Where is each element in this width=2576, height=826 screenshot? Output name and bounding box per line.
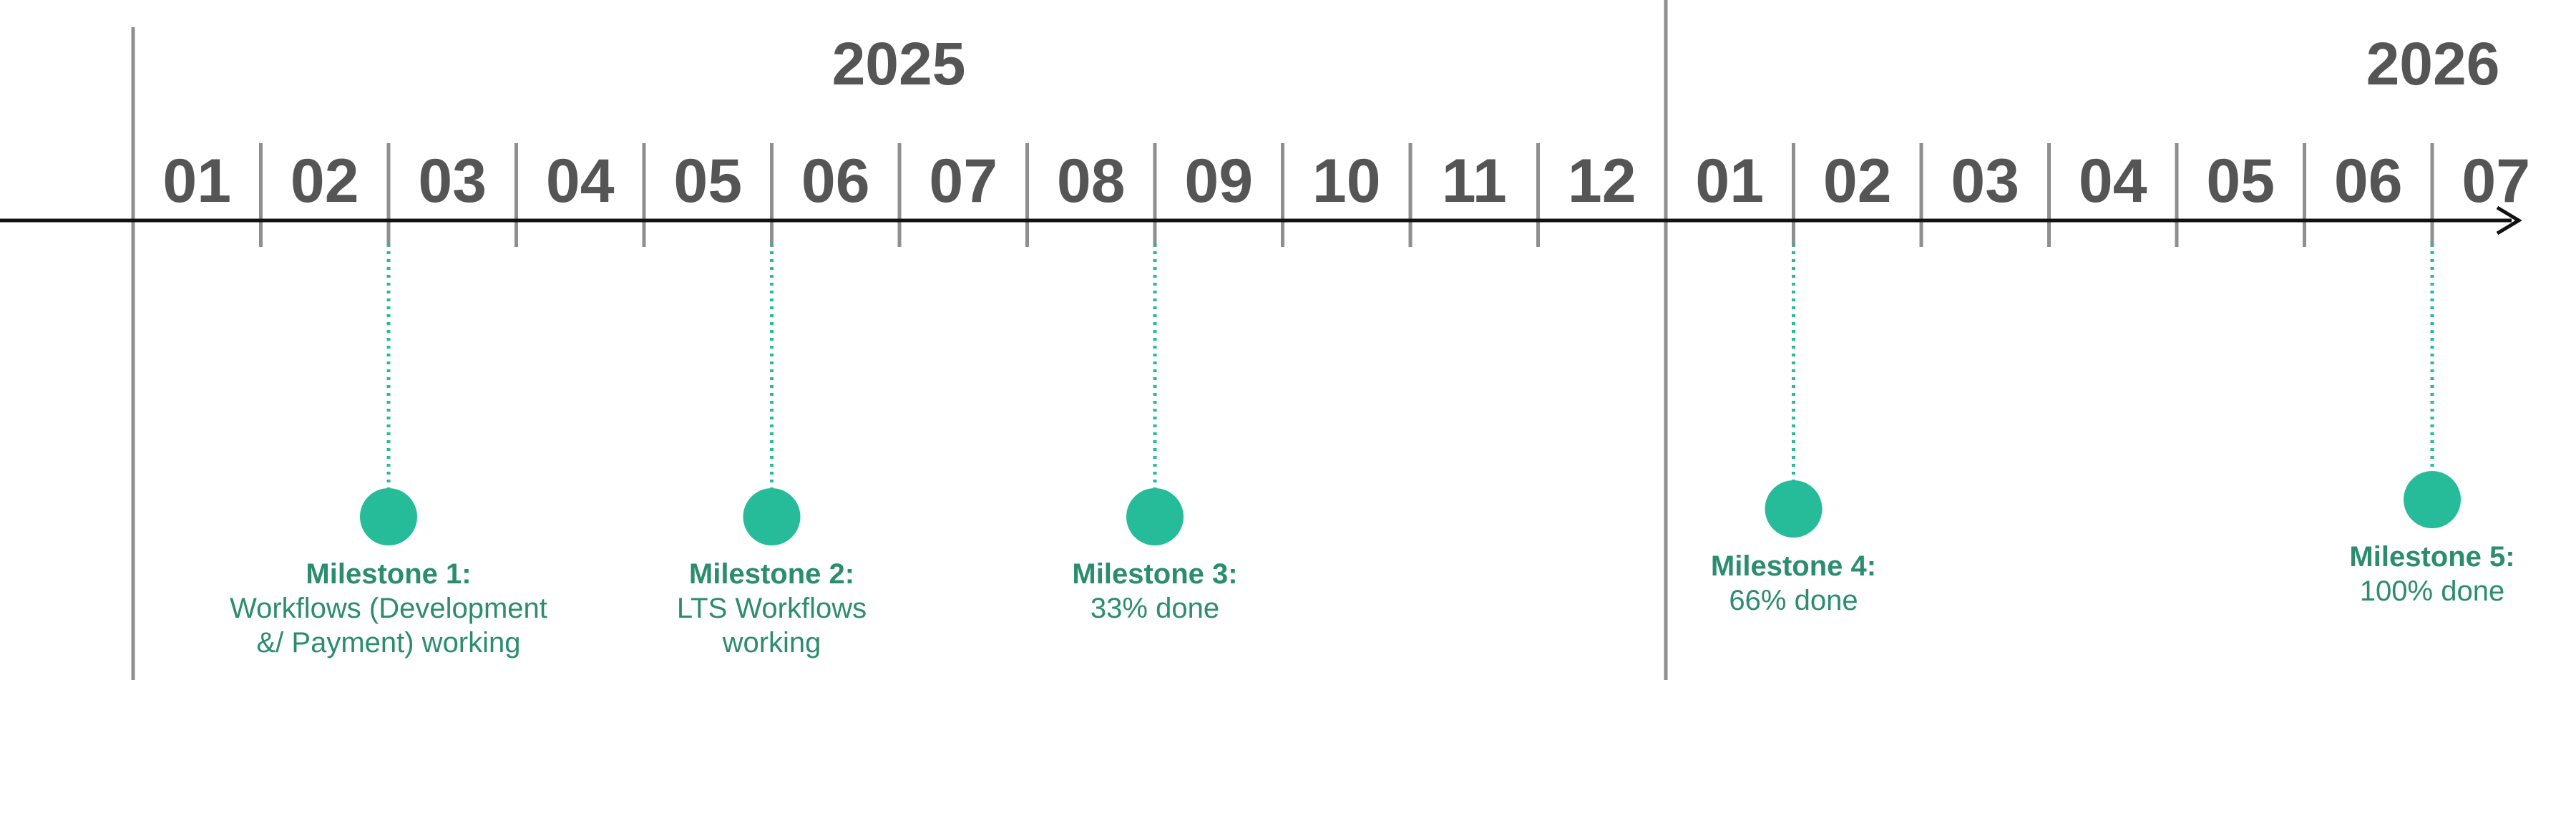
month-label: 01: [162, 147, 231, 215]
milestone-5: Milestone 5:100% done: [2349, 243, 2515, 607]
month-label: 12: [1568, 147, 1636, 215]
milestone-description: LTS Workflows: [677, 593, 867, 624]
month-label: 08: [1057, 147, 1126, 215]
year-label-2025: 2025: [832, 30, 966, 97]
month-labels: 01 02 03 04 05 06 07 08 09 10 11 12 01 02 03 04 05 06 07: [162, 147, 2530, 215]
milestone-4: Milestone 4:66% done: [1711, 243, 1876, 616]
month-label: 10: [1312, 147, 1381, 215]
milestone-title: Milestone 5:: [2349, 541, 2514, 573]
month-label: 02: [1823, 147, 1892, 215]
milestone-dot: [2404, 471, 2461, 528]
milestone-title: Milestone 1:: [306, 558, 471, 590]
month-label: 01: [1695, 147, 1764, 215]
milestone-description: 33% done: [1091, 593, 1219, 624]
year-label-2026: 2026: [2366, 30, 2500, 97]
milestone-dot: [1765, 480, 1823, 538]
month-label: 05: [2206, 147, 2275, 215]
month-label: 05: [673, 147, 742, 215]
milestone-dot: [1126, 488, 1184, 545]
milestone-description: Workflows (Development: [230, 593, 547, 624]
month-label: 04: [546, 147, 615, 215]
timeline-arrowhead-icon: [2496, 205, 2522, 235]
month-label: 04: [2079, 147, 2147, 215]
month-label: 07: [2462, 147, 2530, 215]
milestone-description: 100% done: [2360, 575, 2504, 607]
milestone-title: Milestone 4:: [1711, 550, 1876, 582]
month-label: 06: [801, 147, 870, 215]
month-label: 03: [418, 147, 487, 215]
milestone-title: Milestone 2:: [689, 558, 854, 590]
month-label: 07: [929, 147, 997, 215]
milestone-1: Milestone 1:Workflows (Development&/ Pay…: [230, 243, 547, 659]
milestone-description: 66% done: [1729, 585, 1858, 616]
month-label: 02: [291, 147, 359, 215]
milestone-description: &/ Payment) working: [256, 627, 520, 659]
month-ticks: [259, 143, 2434, 247]
month-label: 09: [1184, 147, 1253, 215]
month-label: 03: [1951, 147, 2019, 215]
milestone-dot: [743, 488, 801, 545]
month-label: 06: [2334, 147, 2403, 215]
milestones: Milestone 1:Workflows (Development&/ Pay…: [230, 243, 2515, 659]
month-label: 11: [1442, 147, 1507, 215]
milestone-dot: [360, 488, 417, 545]
milestone-3: Milestone 3:33% done: [1072, 243, 1238, 624]
milestone-description: working: [722, 627, 821, 659]
milestone-title: Milestone 3:: [1072, 558, 1237, 590]
